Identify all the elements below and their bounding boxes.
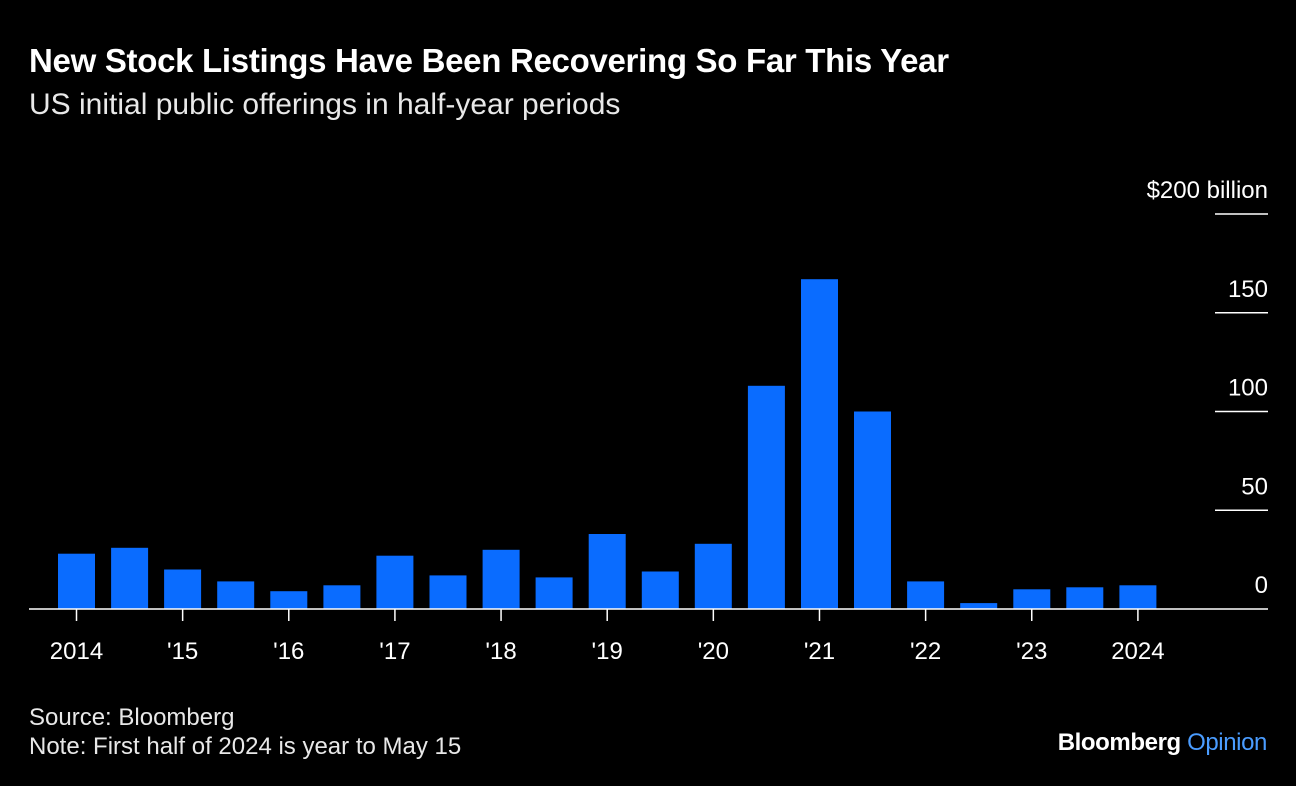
y-tick-label: 100 xyxy=(1228,375,1268,402)
bar-2019-h2 xyxy=(641,571,679,609)
bar-2021-h2 xyxy=(854,411,891,609)
brand-logo: Bloomberg Opinion xyxy=(1057,729,1268,757)
bar-2023-h1 xyxy=(1013,589,1051,610)
y-tick-label: 0 xyxy=(1255,572,1268,599)
source-text: Source: Bloomberg xyxy=(29,704,235,731)
x-tick-label: '16 xyxy=(273,638,304,665)
bar-2018-h2 xyxy=(535,577,573,609)
bar-2017-h1 xyxy=(376,555,414,609)
chart-title: New Stock Listings Have Been Recovering … xyxy=(29,42,949,79)
x-tick-label: '15 xyxy=(167,638,198,665)
x-tick-label: '21 xyxy=(804,638,835,665)
bar-2017-h2 xyxy=(429,575,467,609)
bar-2022-h1 xyxy=(907,581,945,609)
bar-2016-h2 xyxy=(323,585,361,609)
note-text: Note: First half of 2024 is year to May … xyxy=(29,733,462,760)
bar-chart: $200 billion 150 100 50 0 2014 '15 '16 '17 '18 '1… xyxy=(29,177,1268,665)
y-axis: $200 billion 150 100 50 0 xyxy=(29,177,1268,610)
bar-2016-h1 xyxy=(270,591,308,609)
bar-2023-h2 xyxy=(1066,587,1104,609)
brand-name: Bloomberg xyxy=(1057,729,1181,756)
x-tick-label: '17 xyxy=(379,638,410,665)
x-tick-label: '18 xyxy=(485,638,516,665)
bar-2014-h2 xyxy=(111,547,149,609)
chart-subtitle: US initial public offerings in half-year… xyxy=(29,88,621,121)
x-tick-label: 2024 xyxy=(1111,638,1164,665)
bar-2020-h1 xyxy=(694,543,732,609)
brand-suffix: Opinion xyxy=(1187,729,1267,756)
bar-2021-h1 xyxy=(801,279,838,609)
x-tick-label: '23 xyxy=(1016,638,1047,665)
bar-2022-h2 xyxy=(960,603,998,609)
x-tick-label: '22 xyxy=(910,638,941,665)
y-tick-label: 150 xyxy=(1228,276,1268,303)
bars-group xyxy=(58,279,1157,610)
y-tick-label: 50 xyxy=(1241,473,1268,500)
x-axis: 2014 '15 '16 '17 '18 '19 '20 '21 '22 '23 2024 xyxy=(50,609,1165,665)
x-tick-label: '20 xyxy=(698,638,729,665)
x-tick-label: 2014 xyxy=(50,638,103,665)
bar-2015-h2 xyxy=(217,581,255,609)
x-tick-label: '19 xyxy=(592,638,623,665)
y-tick-label: $200 billion xyxy=(1147,177,1268,204)
bar-2018-h1 xyxy=(482,549,520,610)
bar-2015-h1 xyxy=(164,569,202,609)
bar-2014-h1 xyxy=(58,553,95,609)
chart-footer: Source: Bloomberg Note: First half of 20… xyxy=(29,703,461,761)
bar-2020-h2 xyxy=(747,385,785,609)
bar-2024-h1 xyxy=(1119,585,1157,609)
bar-2019-h1 xyxy=(588,534,626,609)
